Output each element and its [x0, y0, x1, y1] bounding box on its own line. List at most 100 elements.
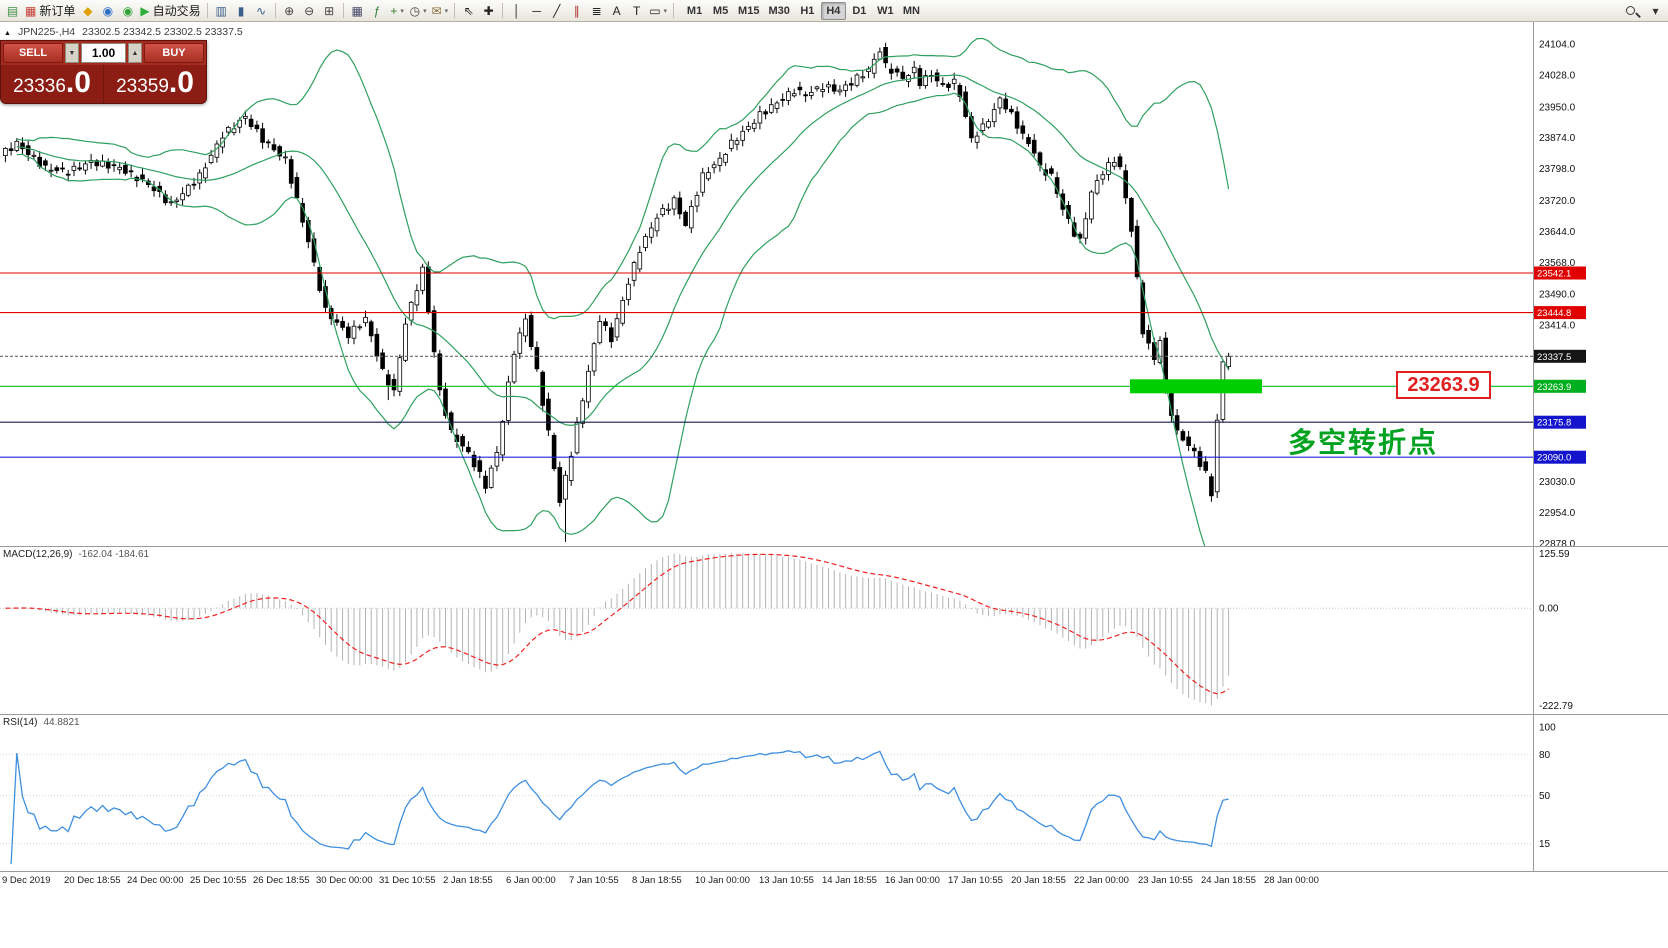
- timeframe-w1-button[interactable]: W1: [877, 4, 894, 17]
- volume-down-button[interactable]: ▼: [65, 43, 79, 63]
- line-chart-button[interactable]: ∿: [252, 1, 271, 20]
- sell-price-button[interactable]: 23336.0: [1, 65, 103, 103]
- svg-text:24 Jan 18:55: 24 Jan 18:55: [1201, 875, 1256, 886]
- channel-button[interactable]: ∥: [567, 1, 586, 20]
- text-button-icon: A: [612, 3, 621, 18]
- buy-price-button[interactable]: 23359.0: [104, 65, 206, 103]
- toolbar-overflow-button[interactable]: ▾: [1646, 1, 1665, 20]
- fibonacci-button[interactable]: ≣: [587, 1, 606, 20]
- arrange-charts-button[interactable]: ▦: [348, 1, 367, 20]
- timeframe-mn-button[interactable]: MN: [902, 4, 920, 17]
- price-tag-23444.8: [1534, 306, 1586, 320]
- svg-text:23720.0: 23720.0: [1539, 196, 1576, 207]
- timeframe-h1-button[interactable]: H1: [800, 4, 815, 17]
- timeframe-toolbar: M1 M5 M15 M30 H1 H4 D1 W1 MN: [682, 1, 924, 20]
- mql5-market-icon[interactable]: ◆: [78, 1, 97, 20]
- rsi-name: RSI(14): [3, 717, 38, 728]
- period-clock-dropdown-icon: ◷: [409, 3, 421, 18]
- vertical-line-button[interactable]: │: [507, 1, 526, 20]
- chevron-down-icon: ▾: [444, 7, 449, 15]
- timeframe-d1-button[interactable]: D1: [852, 4, 867, 17]
- horizontal-levels: [0, 272, 1533, 458]
- time-axis[interactable]: 9 Dec 2019 20 Dec 18:55 24 Dec 00:00 25 Dec…: [2, 875, 1319, 886]
- sell-button[interactable]: SELL: [3, 43, 63, 63]
- main-toolbar: ▤ ▦ 新订单 ◆ ◉ ◉ ▶ 自动交易 ▥ ▮ ∿ ⊕ ⊖ ⊞ ▦ ƒ + ▾ ◷ ▾ ✉ ▾ ⇖ ✚ │ ─ ╱ ∥ ≣ A T ▭ ▾ M1…: [0, 0, 1668, 22]
- svg-text:23568.0: 23568.0: [1539, 258, 1576, 269]
- tile-windows-button[interactable]: ⊞: [320, 1, 339, 20]
- period-clock-dropdown[interactable]: ◷ ▾: [408, 1, 429, 20]
- macd-signal-line: [5, 553, 1229, 695]
- timeframe-m1-button[interactable]: M1: [686, 4, 703, 17]
- indicators-button[interactable]: ƒ: [368, 1, 387, 20]
- bollinger-bands: [16, 37, 1230, 546]
- line-chart-button-icon: ∿: [256, 3, 267, 18]
- price-tag-23542.1: [1534, 266, 1586, 280]
- svg-text:24028.0: 24028.0: [1539, 70, 1576, 81]
- svg-text:50: 50: [1539, 791, 1551, 802]
- buy-button[interactable]: BUY: [144, 43, 204, 63]
- candlestick-chart-button-icon: ▮: [237, 3, 245, 18]
- candles-layer: [3, 42, 1231, 542]
- symbol-ohlc-values: 23302.5 23342.5 23302.5 23337.5: [82, 26, 243, 38]
- symbol-search-button[interactable]: [1624, 1, 1646, 20]
- new-order-button[interactable]: ▦ 新订单: [23, 1, 77, 20]
- svg-text:30 Dec 00:00: 30 Dec 00:00: [316, 875, 373, 886]
- add-indicator-dropdown[interactable]: + ▾: [388, 1, 407, 20]
- timeframe-m15-button[interactable]: M15: [738, 4, 760, 17]
- svg-text:22878.0: 22878.0: [1539, 539, 1576, 550]
- green-highlight-band[interactable]: [1130, 379, 1262, 394]
- svg-text:23337.5: 23337.5: [1537, 352, 1571, 363]
- svg-text:23090.0: 23090.0: [1537, 453, 1571, 464]
- timeframe-m30-button[interactable]: M30: [768, 4, 790, 17]
- mql5-market-icon-icon: ◆: [83, 3, 93, 18]
- svg-text:125.59: 125.59: [1539, 549, 1570, 560]
- timeframe-h4-button[interactable]: H4: [820, 1, 846, 20]
- zoom-out-button-icon: ⊖: [304, 3, 315, 18]
- bollinger-middle-band: [16, 74, 1230, 427]
- timeframe-m5-button[interactable]: M5: [712, 4, 729, 17]
- zoom-in-button[interactable]: ⊕: [280, 1, 299, 20]
- horizontal-line-button[interactable]: ─: [527, 1, 546, 20]
- svg-text:23644.0: 23644.0: [1539, 227, 1576, 238]
- template-dropdown[interactable]: ✉ ▾: [430, 1, 451, 20]
- cursor-button[interactable]: ⇖: [459, 1, 478, 20]
- community-icon[interactable]: ◉: [98, 1, 117, 20]
- volume-input[interactable]: [81, 43, 126, 63]
- volume-up-button[interactable]: ▲: [128, 43, 142, 63]
- magnifier-icon: [1626, 6, 1635, 15]
- price-axis[interactable]: 24104.0 24028.0 23950.0 23874.0 23798.0 23720…: [1534, 40, 1586, 551]
- svg-text:23414.0: 23414.0: [1539, 321, 1576, 332]
- magnifier-handle: [1635, 12, 1641, 18]
- toolbar-separator: [454, 3, 456, 18]
- autotrading-button[interactable]: ▶ 自动交易: [138, 1, 202, 20]
- macd-panel[interactable]: 125.59 0.00 -222.79: [0, 549, 1573, 712]
- svg-text:23175.8: 23175.8: [1537, 418, 1571, 429]
- text-label-button[interactable]: T: [627, 1, 646, 20]
- horizontal-line-button-icon: ─: [532, 3, 541, 18]
- news-icon-icon: ◉: [122, 3, 134, 18]
- terminal-chart-icon[interactable]: ▤: [3, 1, 22, 20]
- crosshair-button[interactable]: ✚: [479, 1, 498, 20]
- svg-text:80: 80: [1539, 750, 1551, 761]
- trendline-button[interactable]: ╱: [547, 1, 566, 20]
- price-divider: [103, 65, 104, 103]
- shapes-dropdown[interactable]: ▭ ▾: [647, 1, 669, 20]
- zoom-out-button[interactable]: ⊖: [300, 1, 319, 20]
- shapes-dropdown-icon: ▭: [649, 3, 661, 18]
- bar-chart-button[interactable]: ▥: [212, 1, 231, 20]
- svg-text:23490.0: 23490.0: [1539, 290, 1576, 301]
- chevron-down-icon: ▾: [663, 7, 668, 15]
- macd-indicator-label: MACD(12,26,9) -162.04 -184.61: [3, 549, 149, 560]
- price-level-callout: 23263.9: [1396, 371, 1491, 399]
- candlestick-chart-button[interactable]: ▮: [232, 1, 251, 20]
- news-icon[interactable]: ◉: [118, 1, 137, 20]
- svg-text:22 Jan 00:00: 22 Jan 00:00: [1074, 875, 1129, 886]
- template-dropdown-icon: ✉: [431, 3, 442, 18]
- toolbar-separator: [502, 3, 504, 18]
- text-button[interactable]: A: [607, 1, 626, 20]
- rsi-panel[interactable]: 100 80 50 15: [0, 722, 1556, 865]
- indicators-button-icon: ƒ: [373, 3, 381, 18]
- svg-text:23542.1: 23542.1: [1537, 268, 1571, 279]
